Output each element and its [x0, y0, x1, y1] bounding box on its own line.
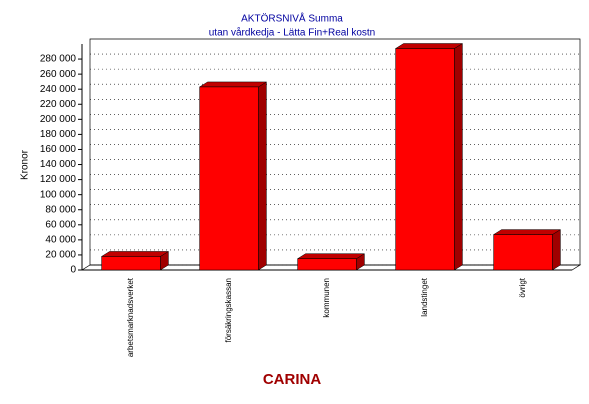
x-tick-label: kommunen	[322, 278, 331, 318]
y-tick-label: 140 000	[40, 159, 77, 170]
chart-title: AKTÖRSNIVÅ Summa	[241, 12, 343, 25]
y-tick-label: 220 000	[40, 99, 77, 110]
bar	[395, 48, 455, 271]
y-tick-label: 260 000	[40, 69, 77, 80]
y-tick-label: 20 000	[45, 250, 76, 261]
bar	[297, 258, 357, 271]
y-tick-label: 280 000	[40, 54, 77, 65]
y-axis-label: Kronor	[20, 149, 31, 180]
y-tick-label: 180 000	[40, 129, 77, 140]
chart-subtitle: utan vårdkedja - Lätta Fin+Real kostn	[209, 27, 375, 39]
bar-side	[454, 43, 463, 271]
bar-top	[296, 253, 366, 259]
bar-side	[258, 81, 267, 271]
y-tick-label: 160 000	[40, 144, 77, 155]
x-axis-label: CARINA	[263, 371, 321, 388]
bar-top	[100, 251, 170, 257]
x-tick-label: landstinget	[420, 277, 429, 316]
x-tick-label: övrigt	[518, 277, 527, 297]
bar	[493, 234, 553, 271]
y-tick-label: 80 000	[45, 204, 76, 215]
bar-top	[492, 229, 562, 235]
bar-side	[552, 229, 561, 271]
bar	[199, 86, 259, 271]
bar	[101, 256, 161, 271]
y-tick-label: 200 000	[40, 114, 77, 125]
bar-top	[394, 43, 464, 49]
x-tick-label: arbetsmarknadsverket	[126, 277, 135, 357]
bar-top	[198, 81, 268, 88]
y-tick-label: 100 000	[40, 189, 77, 200]
y-tick-label: 0	[70, 265, 76, 276]
y-tick-label: 60 000	[45, 219, 76, 230]
y-tick-label: 240 000	[40, 84, 77, 95]
y-tick-label: 40 000	[45, 235, 76, 246]
y-tick-label: 120 000	[40, 174, 77, 185]
x-tick-label: försäkringskassan	[224, 278, 233, 342]
